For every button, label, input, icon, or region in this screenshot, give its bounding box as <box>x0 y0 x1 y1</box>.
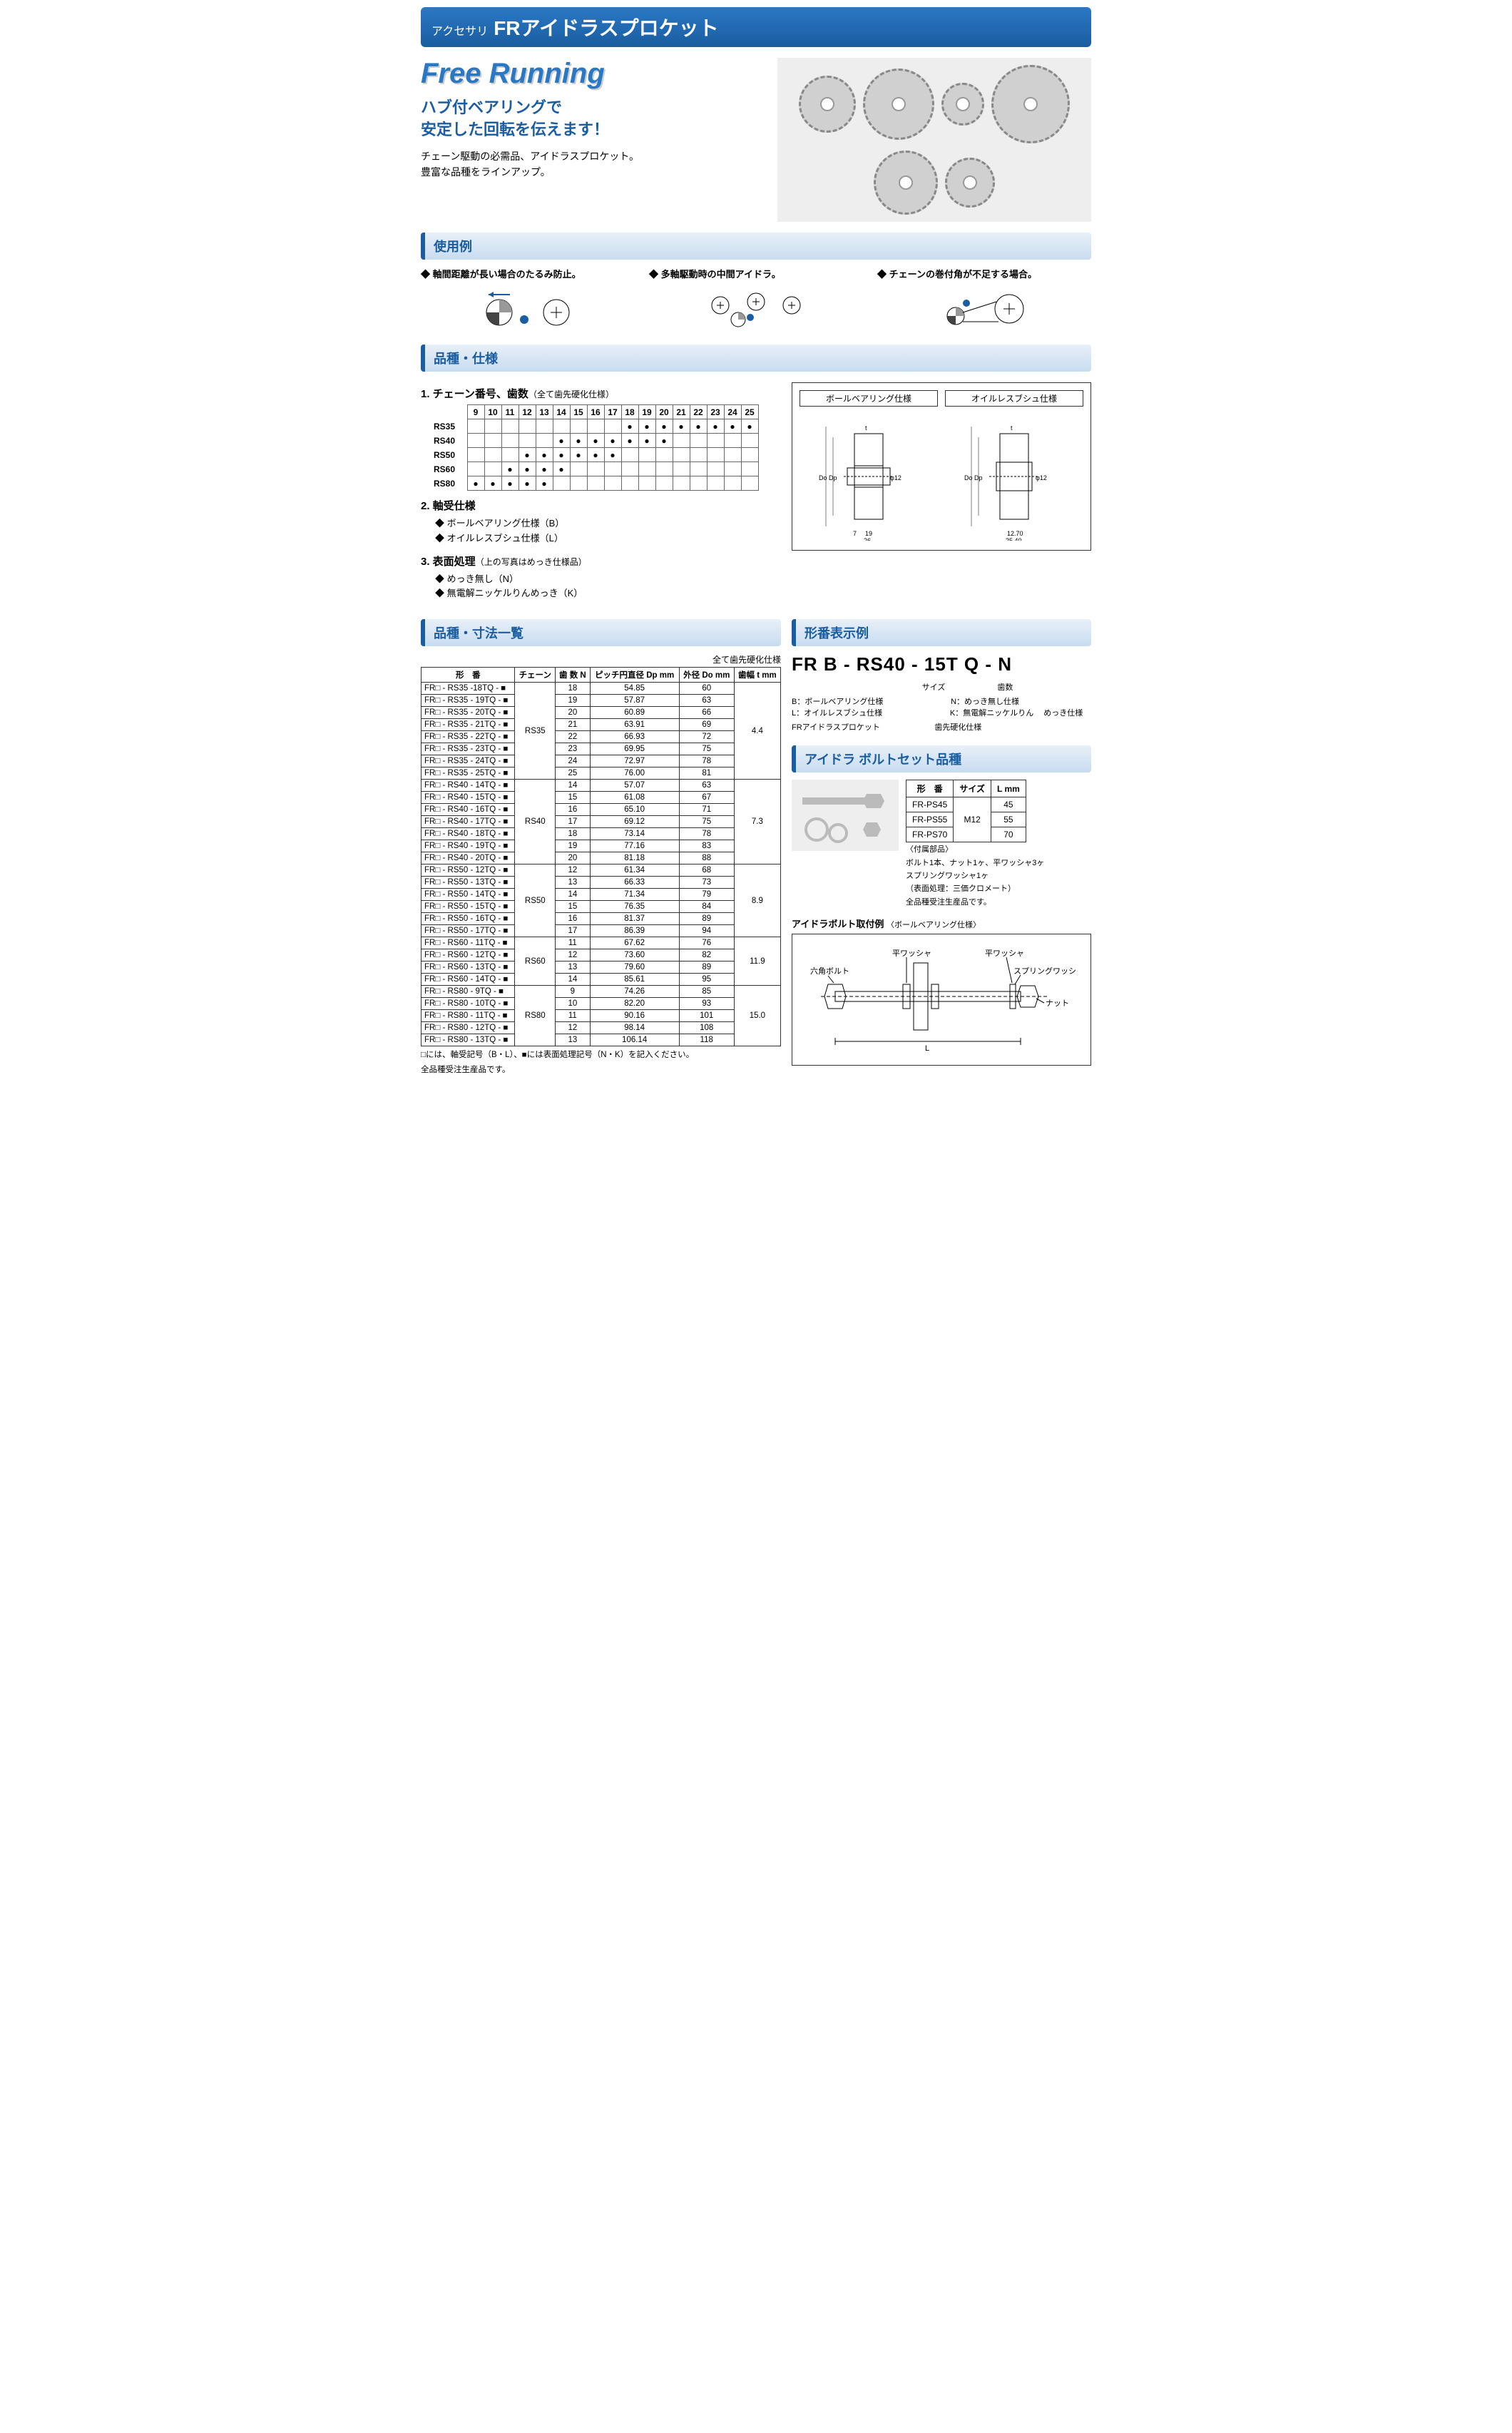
section-dimlist: 品種・寸法一覧 <box>421 619 781 646</box>
svg-text:Do: Do <box>819 474 827 481</box>
page-header: アクセサリ FRアイドラスプロケット <box>421 7 1091 47</box>
install-diagram: 平ワッシャ 平ワッシャ 六角ボルト スプリングワッシャ ナット L <box>792 934 1091 1066</box>
bolt-note1: ボルト1本、ナット1ヶ、平ワッシャ3ヶ <box>906 858 1044 869</box>
spec-n2b: ◆ オイルレスブシュ仕様（L） <box>435 531 781 546</box>
spec-n3a: ◆ めっき無し（N） <box>435 572 781 587</box>
section-usage: 使用例 <box>421 233 1091 260</box>
usage-item-0: ◆ 軸間距離が長い場合のたるみ防止。 <box>421 267 635 334</box>
svg-text:26: 26 <box>864 537 871 541</box>
usage-item-2: ◆ チェーンの巻付角が不足する場合。 <box>877 267 1091 334</box>
svg-text:t: t <box>1011 424 1013 432</box>
install-heading: アイドラボルト取付例 〈ボールベアリング仕様〉 <box>792 917 1091 930</box>
svg-text:25.40: 25.40 <box>1006 537 1022 541</box>
svg-text:7: 7 <box>853 530 857 537</box>
svg-text:Dp: Dp <box>829 474 837 481</box>
bolt-set-table: 形 番サイズL mmFR-PS45M1245FR-PS5555FR-PS7070 <box>906 780 1026 842</box>
hero-subtitle: ハブ付ベアリングで安定した回転を伝えます！ <box>421 97 777 141</box>
svg-text:19: 19 <box>865 530 872 537</box>
svg-text:L: L <box>925 1044 929 1053</box>
svg-text:ナット: ナット <box>1046 999 1069 1008</box>
usage-item-1: ◆ 多軸駆動時の中間アイドラ。 <box>649 267 863 334</box>
svg-text:12.70: 12.70 <box>1007 530 1023 537</box>
section-spec: 品種・仕様 <box>421 345 1091 372</box>
spec-n3b: ◆ 無電解ニッケルりんめっき（K） <box>435 586 781 601</box>
svg-text:t: t <box>865 424 867 432</box>
svg-text:スプリングワッシャ: スプリングワッシャ <box>1013 966 1078 976</box>
hero-desc-2: 豊富な品種をラインアップ。 <box>421 164 777 180</box>
header-accessory: アクセサリ <box>431 21 488 39</box>
bolt-note3: （表面処理：三価クロメート） <box>906 884 1044 894</box>
section-bolt: アイドラ ボルトセット品種 <box>792 745 1091 772</box>
partno-tree: サイズ 歯数 B：ボールベアリング仕様 N：めっき無し仕様 L：オイルレスブシュ… <box>792 681 1091 733</box>
spec-diagram: ボールベアリング仕様 オイルレスブシュ仕様 Do Dp <box>792 382 1091 551</box>
dim-caption: 全て歯先硬化仕様 <box>421 653 781 665</box>
svg-text:Dp: Dp <box>974 474 983 481</box>
hero-desc-1: チェーン駆動の必需品、アイドラスプロケット。 <box>421 148 777 164</box>
bolt-image <box>792 780 899 851</box>
header-title: FRアイドラスプロケット <box>494 13 718 41</box>
svg-text:Do: Do <box>964 474 973 481</box>
svg-text:六角ボルト: 六角ボルト <box>810 966 849 976</box>
bolt-note-h: 〈付属部品〉 <box>906 845 1044 855</box>
chain-teeth-table: 910111213141516171819202122232425RS35RS4… <box>431 404 759 491</box>
spec-n2a: ◆ ボールベアリング仕様（B） <box>435 516 781 531</box>
partno-example: FR B - RS40 - 15T Q - N <box>792 653 1091 675</box>
svg-text:φ12: φ12 <box>1036 474 1047 481</box>
section-partno: 形番表示例 <box>792 619 1091 646</box>
bolt-note2: スプリングワッシャ1ヶ <box>906 871 1044 882</box>
spec-n3: 3. 表面処理（上の写真はめっき仕様品） <box>421 554 781 568</box>
dim-foot2: 全品種受注生産品です。 <box>421 1064 781 1076</box>
hero-logo-text: Free Running <box>421 58 777 90</box>
spec-n1: 1. チェーン番号、歯数（全て歯先硬化仕様） <box>421 386 781 401</box>
bolt-note4: 全品種受注生産品です。 <box>906 897 1044 908</box>
svg-text:平ワッシャ: 平ワッシャ <box>892 949 931 958</box>
svg-text:平ワッシャ: 平ワッシャ <box>985 949 1024 958</box>
hero-product-image <box>777 58 1091 222</box>
svg-text:φ12: φ12 <box>890 474 901 481</box>
spec-n2: 2. 軸受仕様 <box>421 498 781 513</box>
dimension-table: 形 番チェーン歯 数 Nピッチ円直径 Dp mm外径 Do mm歯幅 t mmF… <box>421 667 781 1046</box>
dim-foot1: □には、軸受記号（B・L）、■には表面処理記号（N・K）を記入ください。 <box>421 1049 781 1061</box>
